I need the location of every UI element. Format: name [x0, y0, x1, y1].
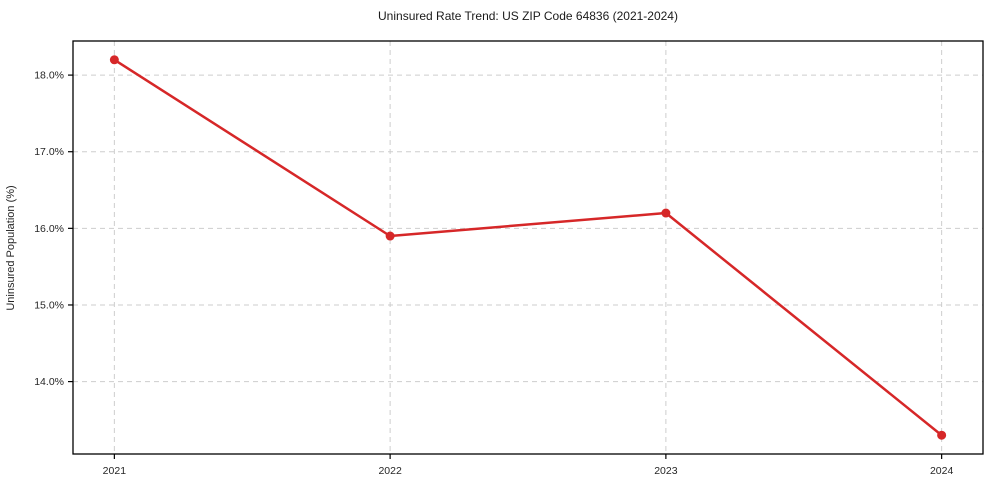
tick-labels: 14.0% 15.0% 16.0% 17.0% 18.0% 2021 2022 2023 202…	[34, 70, 953, 477]
gridlines	[73, 41, 983, 454]
data-point-marker	[661, 208, 671, 218]
data-point-marker	[937, 430, 947, 440]
chart-title: Uninsured Rate Trend: US ZIP Code 64836 …	[378, 9, 678, 23]
y-axis-label: Uninsured Population (%)	[5, 185, 17, 310]
series-line-group	[109, 55, 947, 440]
data-point-marker	[385, 231, 395, 241]
data-point-marker	[109, 55, 119, 65]
y-axis-tick-label: 17.0%	[34, 146, 64, 158]
x-axis-tick-label: 2021	[103, 465, 127, 477]
x-axis-tick-label: 2022	[378, 465, 402, 477]
tick-marks	[68, 74, 943, 459]
x-axis-tick-label: 2024	[930, 465, 954, 477]
trend-line	[113, 58, 943, 437]
y-axis-tick-label: 15.0%	[34, 299, 64, 311]
x-axis-tick-label: 2023	[654, 465, 678, 477]
y-axis-tick-label: 18.0%	[34, 70, 64, 82]
y-axis-tick-label: 16.0%	[34, 223, 64, 235]
y-axis-tick-label: 14.0%	[34, 376, 64, 388]
plot-border	[72, 40, 984, 455]
